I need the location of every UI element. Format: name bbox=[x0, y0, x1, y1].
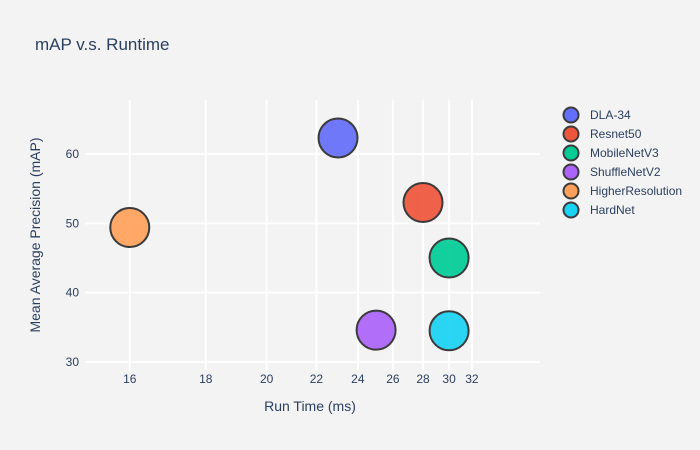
point-mobilenetv3 bbox=[428, 237, 470, 279]
x-axis-title: Run Time (ms) bbox=[264, 398, 356, 414]
legend-label: MobileNetV3 bbox=[590, 146, 659, 160]
legend: DLA-34 Resnet50 MobileNetV3 ShuffleNetV2 Hig… bbox=[562, 106, 682, 219]
legend-marker bbox=[562, 125, 580, 143]
point-higherresolution bbox=[109, 206, 151, 248]
legend-label: HardNet bbox=[590, 203, 635, 217]
y-tick-label: 60 bbox=[66, 147, 80, 161]
x-axis-ticks: 16 18 20 22 24 26 28 30 32 bbox=[123, 372, 479, 386]
x-tick-label: 22 bbox=[310, 372, 324, 386]
x-tick-label: 26 bbox=[386, 372, 400, 386]
legend-marker bbox=[562, 144, 580, 162]
point-hardnet bbox=[428, 310, 470, 352]
x-tick-label: 20 bbox=[260, 372, 274, 386]
x-tick-label: 24 bbox=[351, 372, 365, 386]
point-shufflenetv2 bbox=[355, 309, 397, 351]
data-points bbox=[109, 117, 470, 352]
legend-marker bbox=[562, 163, 580, 181]
y-tick-label: 30 bbox=[66, 355, 80, 369]
y-axis-ticks: 30 40 50 60 bbox=[66, 147, 80, 369]
x-tick-label: 28 bbox=[416, 372, 430, 386]
legend-marker bbox=[562, 106, 580, 124]
chart-title: mAP v.s. Runtime bbox=[35, 35, 169, 54]
y-tick-label: 50 bbox=[66, 216, 80, 230]
legend-label: Resnet50 bbox=[590, 127, 642, 141]
x-tick-label: 32 bbox=[465, 372, 479, 386]
y-tick-label: 40 bbox=[66, 286, 80, 300]
legend-label: HigherResolution bbox=[590, 184, 682, 198]
legend-marker bbox=[562, 182, 580, 200]
y-axis-title: Mean Average Precision (mAP) bbox=[27, 137, 43, 332]
x-tick-label: 30 bbox=[442, 372, 456, 386]
point-resnet50 bbox=[402, 182, 444, 224]
legend-label: ShuffleNetV2 bbox=[590, 165, 661, 179]
grid-lines bbox=[85, 100, 540, 370]
x-tick-label: 18 bbox=[199, 372, 213, 386]
point-dla-34 bbox=[317, 117, 359, 159]
legend-label: DLA-34 bbox=[590, 108, 631, 122]
legend-marker bbox=[562, 201, 580, 219]
x-tick-label: 16 bbox=[123, 372, 137, 386]
